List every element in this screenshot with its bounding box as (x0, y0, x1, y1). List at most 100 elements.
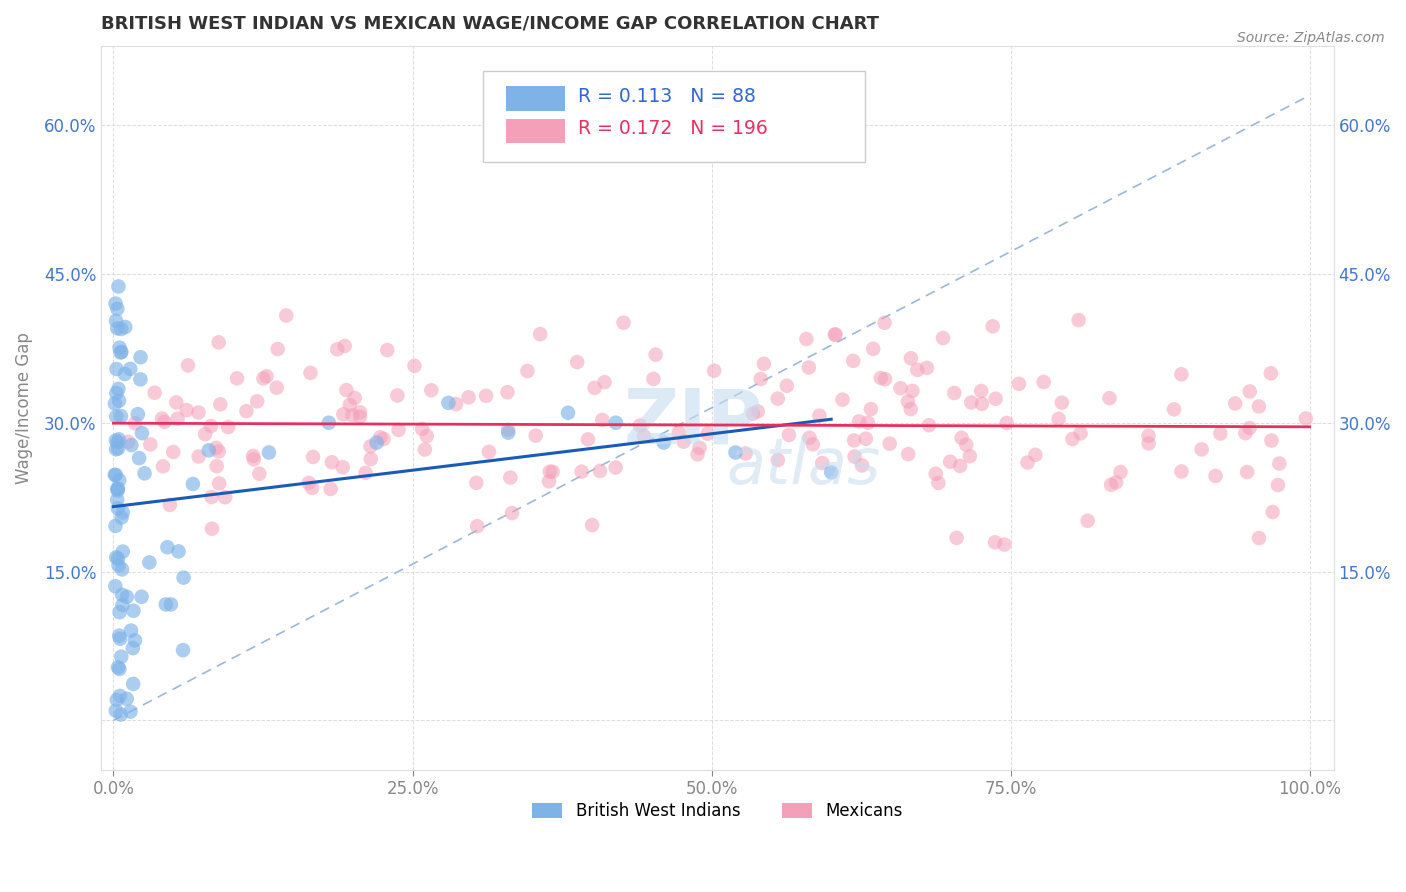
Point (107, 435, 129, 450)
FancyBboxPatch shape (506, 119, 565, 144)
FancyBboxPatch shape (506, 87, 565, 111)
Point (981, 319, 1004, 334)
Point (557, 406, 579, 420)
Point (959, 449, 981, 463)
Point (949, 458, 972, 473)
Point (104, 396, 127, 410)
Point (107, 483, 129, 498)
Point (1295, 411, 1317, 425)
Point (153, 415, 176, 429)
Point (187, 450, 209, 464)
Point (108, 605, 131, 619)
Point (105, 492, 128, 507)
Point (111, 544, 134, 558)
Point (1062, 432, 1084, 446)
Point (689, 441, 711, 455)
Point (984, 392, 1007, 406)
Point (107, 482, 129, 496)
Point (110, 345, 132, 359)
Point (111, 588, 134, 602)
Point (1223, 396, 1246, 410)
Point (1247, 400, 1270, 414)
Point (499, 470, 522, 484)
Point (131, 426, 153, 441)
Point (200, 490, 222, 504)
Point (1209, 426, 1232, 441)
Point (778, 428, 800, 442)
Point (110, 649, 132, 664)
Point (117, 434, 139, 449)
Point (108, 473, 131, 487)
Point (1067, 313, 1090, 327)
Point (360, 439, 382, 453)
Point (187, 405, 209, 419)
Point (375, 343, 398, 358)
Point (583, 381, 606, 395)
Point (110, 322, 132, 336)
Point (105, 442, 128, 457)
Point (516, 364, 538, 378)
Point (831, 392, 853, 407)
Point (581, 518, 603, 533)
Point (905, 363, 928, 377)
Point (111, 598, 134, 612)
Point (173, 571, 195, 585)
Point (1137, 429, 1160, 443)
Point (181, 477, 204, 491)
Point (844, 450, 866, 464)
Legend: British West Indians, Mexicans: British West Indians, Mexicans (526, 796, 910, 827)
Point (343, 391, 366, 405)
Point (1239, 384, 1261, 399)
Point (501, 506, 523, 520)
Point (571, 465, 593, 479)
Point (644, 348, 666, 362)
Point (318, 416, 340, 430)
Point (107, 382, 129, 396)
Point (900, 351, 922, 366)
Point (1047, 412, 1070, 426)
Point (820, 466, 842, 480)
Point (1032, 375, 1054, 389)
Point (298, 475, 321, 490)
Point (799, 431, 821, 445)
Point (226, 371, 249, 385)
Point (862, 342, 884, 356)
Point (496, 423, 519, 437)
Point (465, 475, 488, 490)
Point (628, 418, 651, 433)
Point (194, 427, 217, 442)
Point (107, 279, 129, 293)
Point (162, 445, 184, 459)
Point (1077, 514, 1099, 528)
Point (165, 395, 187, 409)
Point (605, 460, 627, 475)
Point (155, 598, 177, 612)
Point (197, 443, 219, 458)
Point (939, 455, 962, 469)
Point (524, 428, 547, 442)
Point (652, 435, 675, 450)
Point (411, 422, 433, 436)
Point (855, 432, 877, 446)
Point (643, 372, 665, 386)
Point (605, 416, 627, 430)
Point (1239, 421, 1261, 435)
Point (354, 466, 377, 480)
Point (201, 522, 224, 536)
Point (1268, 457, 1291, 471)
Point (104, 467, 127, 482)
Point (437, 396, 460, 410)
Point (301, 481, 323, 495)
Point (824, 327, 846, 342)
Point (160, 598, 183, 612)
Point (104, 434, 127, 448)
Point (856, 416, 879, 430)
Point (267, 342, 290, 356)
Point (373, 432, 395, 446)
Point (242, 452, 264, 467)
Point (208, 335, 231, 350)
Point (205, 459, 228, 474)
Point (104, 519, 127, 533)
Point (918, 418, 941, 433)
Point (339, 398, 361, 412)
